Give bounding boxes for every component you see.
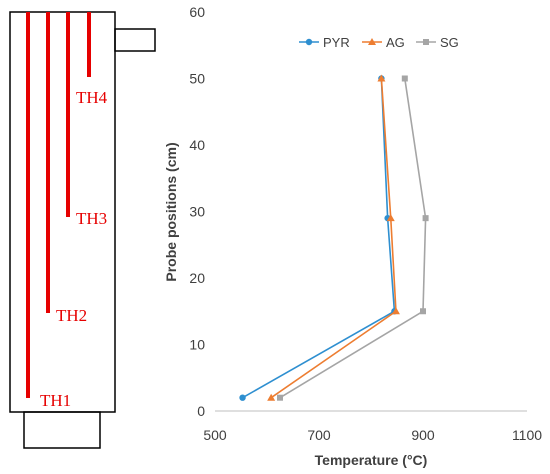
series-pyr-point (239, 394, 246, 401)
series-pyr (239, 75, 398, 401)
series-sg-point (422, 215, 429, 222)
y-tick-label: 40 (189, 137, 205, 153)
x-tick-labels: 500 700 900 1100 (203, 427, 542, 443)
x-tick-label: 700 (307, 427, 331, 443)
legend-ag-point (368, 38, 376, 45)
legend-ag: AG (362, 35, 405, 50)
series-group (239, 74, 429, 401)
x-tick-label: 900 (411, 427, 435, 443)
probe-th4-label: TH4 (76, 88, 108, 107)
series-sg-line (279, 78, 427, 399)
legend-sg-label: SG (440, 35, 459, 50)
y-tick-label: 0 (197, 403, 205, 419)
series-ag-point (391, 307, 400, 315)
legend-sg: SG (416, 35, 459, 50)
temperature-profile-chart: 500 700 900 1100 0 10 20 30 40 50 60 PYR AG SG Temp… (163, 4, 542, 468)
legend-pyr-point (305, 38, 313, 46)
x-tick-label: 1100 (512, 427, 542, 443)
y-tick-label: 30 (189, 204, 205, 220)
y-tick-label: 60 (189, 4, 205, 20)
series-ag-point (386, 214, 395, 222)
probe-th1-label: TH1 (40, 391, 71, 410)
x-tick-label: 500 (203, 427, 227, 443)
series-sg-point (420, 308, 426, 315)
y-axis-title: Probe positions (cm) (163, 142, 179, 281)
series-ag-line (270, 78, 397, 399)
y-tick-label: 50 (189, 71, 205, 87)
x-axis-title: Temperature (°C) (315, 452, 428, 468)
y-tick-label: 20 (189, 270, 205, 286)
series-ag (267, 74, 400, 401)
legend-sg-point (423, 39, 429, 45)
series-pyr-line (242, 78, 396, 399)
legend-pyr-label: PYR (323, 35, 350, 50)
legend: PYR AG SG (299, 35, 459, 50)
legend-pyr: PYR (299, 35, 350, 50)
probe-th2-label: TH2 (56, 306, 87, 325)
reactor-diagram: TH1 TH2 TH3 TH4 (9, 11, 156, 449)
y-tick-labels: 0 10 20 30 40 50 60 (189, 4, 205, 419)
reactor-outlet (114, 28, 156, 52)
probe-th3-label: TH3 (76, 209, 107, 228)
reactor-base (23, 411, 101, 449)
series-sg-point (277, 394, 283, 401)
series-sg-point (401, 75, 408, 82)
series-ag-point (267, 393, 276, 401)
legend-ag-label: AG (386, 35, 405, 50)
series-sg (277, 75, 429, 401)
y-tick-label: 10 (189, 337, 205, 353)
series-ag-point (377, 74, 386, 82)
